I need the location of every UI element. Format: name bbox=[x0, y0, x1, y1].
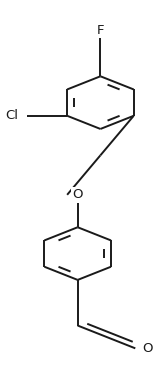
Text: F: F bbox=[97, 24, 104, 37]
Text: O: O bbox=[142, 342, 153, 355]
Text: Cl: Cl bbox=[5, 109, 19, 122]
Text: O: O bbox=[72, 188, 83, 201]
